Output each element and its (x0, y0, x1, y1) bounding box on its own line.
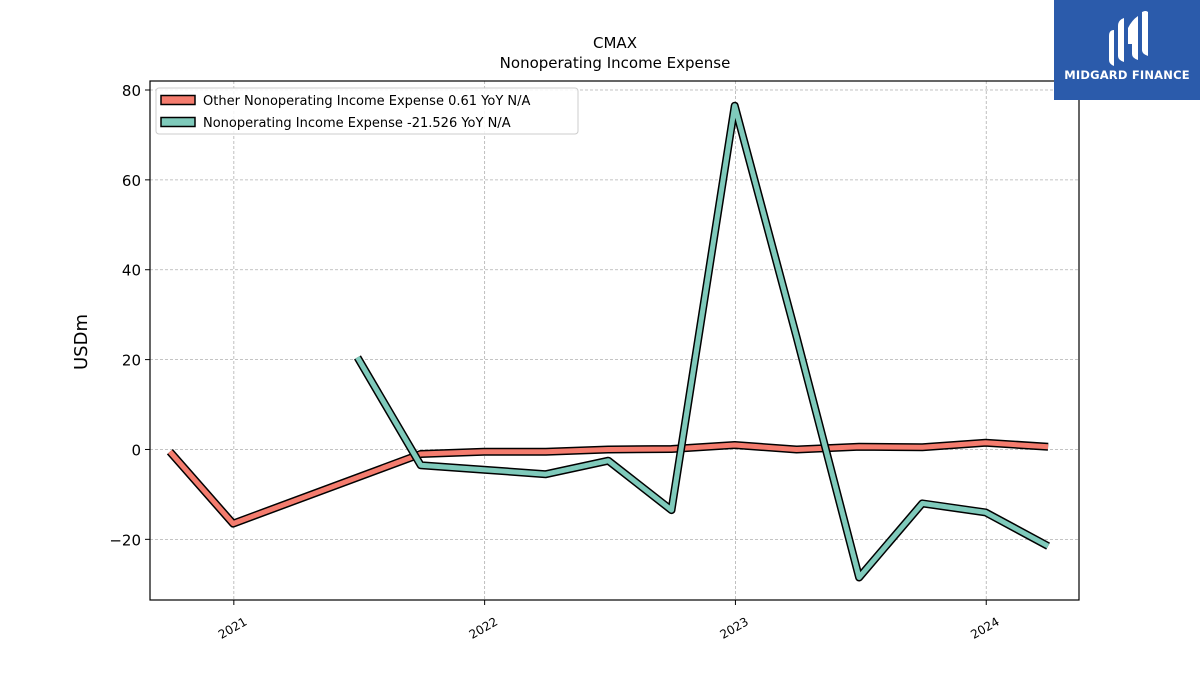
x-tick-label: 2022 (467, 614, 500, 641)
legend: Other Nonoperating Income Expense 0.61 Y… (155, 87, 579, 135)
legend-swatch (160, 94, 196, 106)
legend-label: Other Nonoperating Income Expense 0.61 Y… (203, 94, 531, 109)
y-tick-label: −20 (109, 531, 141, 549)
y-tick-label: 80 (122, 82, 141, 100)
chart-subtitle: Nonoperating Income Expense (500, 54, 731, 72)
series-0-line (168, 440, 1049, 527)
y-tick-label: 20 (122, 352, 141, 370)
x-tick-label: 2023 (717, 614, 750, 641)
y-tick-label: 60 (122, 172, 141, 190)
brand-logo: MIDGARD FINANCE (1054, 0, 1200, 100)
grid (150, 81, 1079, 600)
series-layer (166, 101, 1050, 582)
logo-text: MIDGARD FINANCE (1064, 68, 1190, 82)
series-1-line (355, 103, 1050, 580)
y-tick-label: 40 (122, 262, 141, 280)
x-tick-label: 2021 (216, 614, 249, 641)
y-axis-label: USDm (71, 314, 92, 370)
logo-mark-icon (1109, 11, 1148, 66)
chart-title: CMAX (593, 34, 637, 52)
legend-label: Nonoperating Income Expense -21.526 YoY … (203, 116, 511, 131)
axes: −20 0 20 40 60 80 2021 2022 2023 2024 (109, 82, 1001, 642)
legend-swatch (160, 116, 196, 128)
x-tick-label: 2024 (968, 614, 1001, 641)
plot-frame (149, 80, 1080, 601)
y-tick-label: 0 (131, 441, 141, 459)
legend-box (155, 87, 579, 135)
